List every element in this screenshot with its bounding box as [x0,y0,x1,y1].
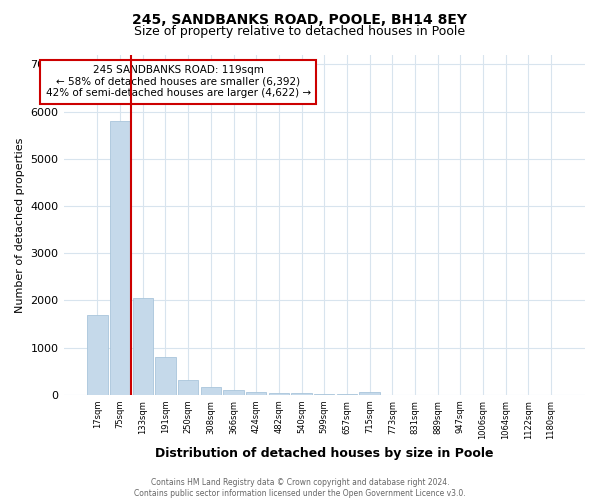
Bar [110,121,130,395]
Text: Size of property relative to detached houses in Poole: Size of property relative to detached ho… [134,25,466,38]
X-axis label: Distribution of detached houses by size in Poole: Distribution of detached houses by size … [155,447,494,460]
Bar [155,357,176,395]
Bar [133,298,153,395]
Text: 245 SANDBANKS ROAD: 119sqm
← 58% of detached houses are smaller (6,392)
42% of s: 245 SANDBANKS ROAD: 119sqm ← 58% of deta… [46,65,311,98]
Bar [337,394,357,395]
Text: 245, SANDBANKS ROAD, POOLE, BH14 8EY: 245, SANDBANKS ROAD, POOLE, BH14 8EY [133,12,467,26]
Bar [292,394,312,395]
Bar [178,380,199,395]
Bar [246,392,266,395]
Bar [314,394,334,395]
Text: Contains HM Land Registry data © Crown copyright and database right 2024.
Contai: Contains HM Land Registry data © Crown c… [134,478,466,498]
Bar [223,390,244,395]
Bar [359,392,380,395]
Bar [200,386,221,395]
Y-axis label: Number of detached properties: Number of detached properties [15,137,25,312]
Bar [269,392,289,395]
Bar [87,314,107,395]
